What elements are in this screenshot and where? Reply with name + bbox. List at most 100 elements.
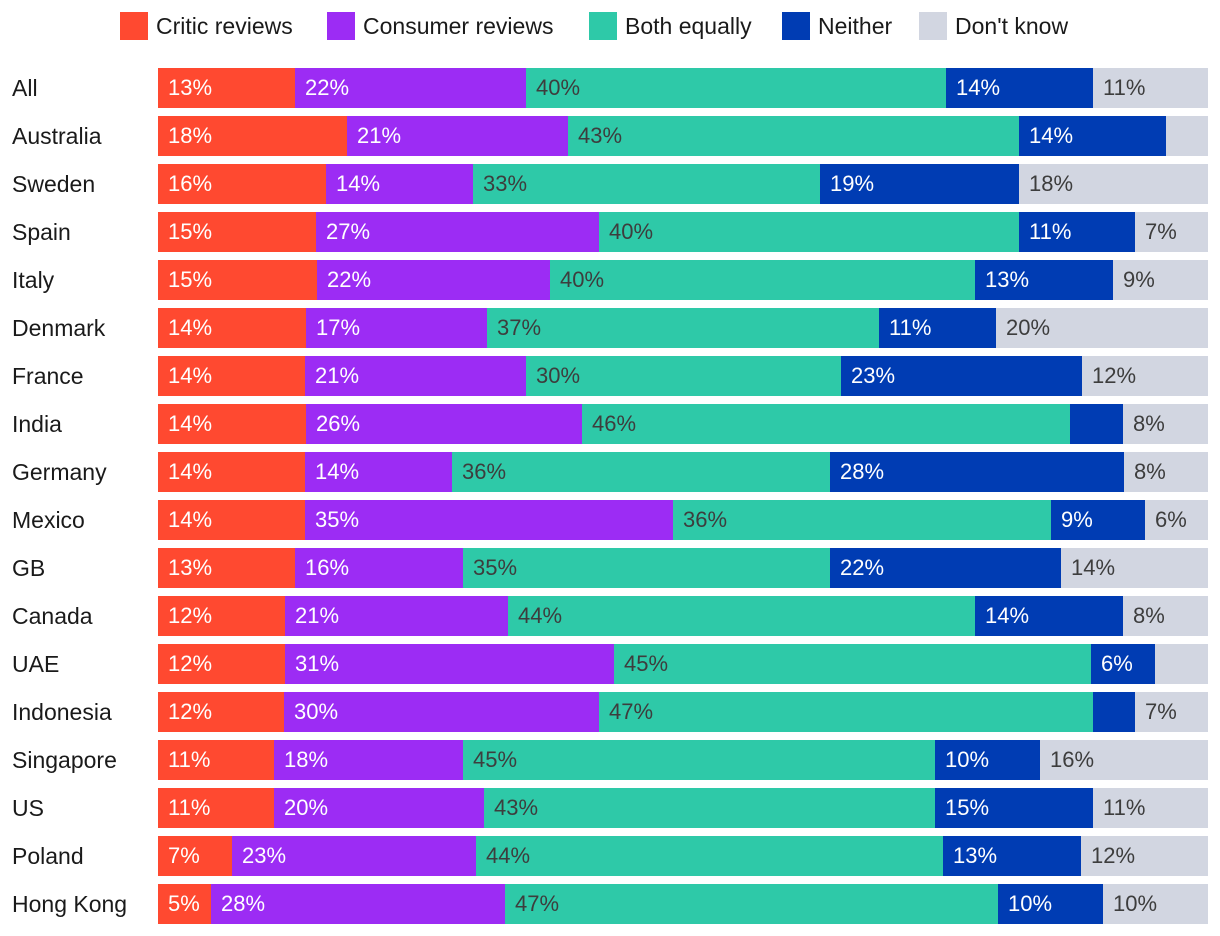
- data-label: 11%: [889, 315, 932, 340]
- bar-segment-spain-neither: 11%: [1019, 212, 1135, 252]
- bar-segment-canada-critic-reviews: 12%: [158, 596, 285, 636]
- bar-segment-indonesia-don-t-know: 7%: [1135, 692, 1208, 732]
- data-label: 12%: [168, 603, 213, 628]
- bar-segment-denmark-both-equally: 37%: [487, 308, 879, 348]
- data-label: 7%: [168, 843, 200, 868]
- legend-label-don-t-know: Don't know: [955, 12, 1069, 39]
- bar-segment-singapore-consumer-reviews: 18%: [274, 740, 463, 780]
- bar-segment-singapore-neither: 10%: [935, 740, 1040, 780]
- bar-segment-indonesia-both-equally: 47%: [599, 692, 1093, 732]
- data-label: 7%: [1145, 219, 1177, 244]
- legend-label-both-equally: Both equally: [625, 12, 752, 39]
- bar-segment-hong-kong-don-t-know: 10%: [1103, 884, 1208, 924]
- legend-item-critic-reviews: Critic reviews: [120, 10, 293, 42]
- data-label: 31%: [295, 651, 340, 676]
- category-label-singapore: Singapore: [12, 747, 117, 773]
- legend-item-consumer-reviews: Consumer reviews: [327, 10, 553, 42]
- data-label: 9%: [1061, 507, 1093, 532]
- bar-segment-gb-don-t-know: 14%: [1061, 548, 1208, 588]
- bar-segment-hong-kong-critic-reviews: 5%: [158, 884, 211, 924]
- data-label: 10%: [945, 747, 990, 772]
- bar-segment-hong-kong-both-equally: 47%: [505, 884, 998, 924]
- bar-segment-uae-consumer-reviews: 31%: [285, 644, 614, 684]
- bar-segment-spain-both-equally: 40%: [599, 212, 1019, 252]
- data-label: 20%: [284, 795, 329, 820]
- data-label: 14%: [168, 411, 213, 436]
- data-label: 21%: [315, 363, 360, 388]
- category-label-mexico: Mexico: [12, 507, 85, 533]
- data-label: 30%: [294, 699, 339, 724]
- data-label: 14%: [315, 459, 360, 484]
- data-label: 8%: [1134, 459, 1166, 484]
- bar-segment-poland-both-equally: 44%: [476, 836, 943, 876]
- bar-segment-sweden-consumer-reviews: 14%: [326, 164, 473, 204]
- data-label: 23%: [242, 843, 287, 868]
- bar-segment-india-don-t-know: 8%: [1123, 404, 1208, 444]
- data-label: 27%: [326, 219, 371, 244]
- bar-segment-us-both-equally: 43%: [484, 788, 935, 828]
- legend-item-both-equally: Both equally: [589, 10, 752, 42]
- data-label: 11%: [1103, 795, 1146, 820]
- bar-segment-singapore-both-equally: 45%: [463, 740, 935, 780]
- data-label: 14%: [1029, 123, 1074, 148]
- legend-swatch-consumer-reviews: [327, 12, 355, 40]
- legend-label-consumer-reviews: Consumer reviews: [363, 12, 554, 39]
- data-label: 14%: [985, 603, 1030, 628]
- data-label: 22%: [840, 555, 885, 580]
- bar-segment-france-critic-reviews: 14%: [158, 356, 305, 396]
- category-label-sweden: Sweden: [12, 171, 96, 197]
- category-label-indonesia: Indonesia: [12, 699, 112, 725]
- bar-segment-sweden-neither: 19%: [820, 164, 1019, 204]
- data-label: 15%: [168, 219, 213, 244]
- bar-segment-italy-critic-reviews: 15%: [158, 260, 317, 300]
- data-label: 28%: [840, 459, 885, 484]
- category-label-australia: Australia: [12, 123, 102, 149]
- bar-segment-indonesia-consumer-reviews: 30%: [284, 692, 599, 732]
- bar-segment-india-consumer-reviews: 26%: [306, 404, 582, 444]
- data-label: 46%: [592, 411, 637, 436]
- data-label: 12%: [1091, 843, 1136, 868]
- data-label: 45%: [473, 747, 518, 772]
- bar-segment-australia-critic-reviews: 18%: [158, 116, 347, 156]
- data-label: 35%: [315, 507, 360, 532]
- bar-segment-poland-consumer-reviews: 23%: [232, 836, 476, 876]
- bar-segment-poland-neither: 13%: [943, 836, 1081, 876]
- bar-segment-denmark-don-t-know: 20%: [996, 308, 1208, 348]
- data-label: 12%: [1092, 363, 1137, 388]
- bar-segment-germany-critic-reviews: 14%: [158, 452, 305, 492]
- data-label: 18%: [284, 747, 329, 772]
- data-label: 15%: [168, 267, 213, 292]
- bar-segment-singapore-don-t-know: 16%: [1040, 740, 1208, 780]
- bar-segment-france-both-equally: 30%: [526, 356, 841, 396]
- bar-segment-france-don-t-know: 12%: [1082, 356, 1208, 396]
- data-label: 20%: [1006, 315, 1051, 340]
- category-label-italy: Italy: [12, 267, 55, 293]
- bar-segment-denmark-critic-reviews: 14%: [158, 308, 306, 348]
- bar-segment-hong-kong-consumer-reviews: 28%: [211, 884, 505, 924]
- data-label: 11%: [1029, 219, 1072, 244]
- data-label: 30%: [536, 363, 581, 388]
- bar-segment-all-don-t-know: 11%: [1093, 68, 1208, 108]
- bar-segment-poland-don-t-know: 12%: [1081, 836, 1208, 876]
- data-label: 44%: [486, 843, 531, 868]
- bar-segment-india-neither: [1070, 404, 1123, 444]
- data-label: 11%: [168, 747, 211, 772]
- bar-segment-sweden-both-equally: 33%: [473, 164, 820, 204]
- legend-swatch-neither: [782, 12, 810, 40]
- data-label: 14%: [168, 507, 213, 532]
- category-label-us: US: [12, 795, 44, 821]
- data-label: 44%: [518, 603, 563, 628]
- bar-segment-germany-neither: 28%: [830, 452, 1124, 492]
- data-label: 14%: [168, 459, 213, 484]
- legend-label-neither: Neither: [818, 12, 893, 39]
- data-label: 28%: [221, 891, 266, 916]
- category-label-spain: Spain: [12, 219, 71, 245]
- legend-item-neither: Neither: [782, 10, 892, 42]
- category-label-gb: GB: [12, 555, 46, 581]
- bar-segment-us-neither: 15%: [935, 788, 1093, 828]
- data-label: 19%: [830, 171, 875, 196]
- bar-segment-uae-both-equally: 45%: [614, 644, 1091, 684]
- data-label: 13%: [168, 555, 213, 580]
- bar-segment-india-both-equally: 46%: [582, 404, 1070, 444]
